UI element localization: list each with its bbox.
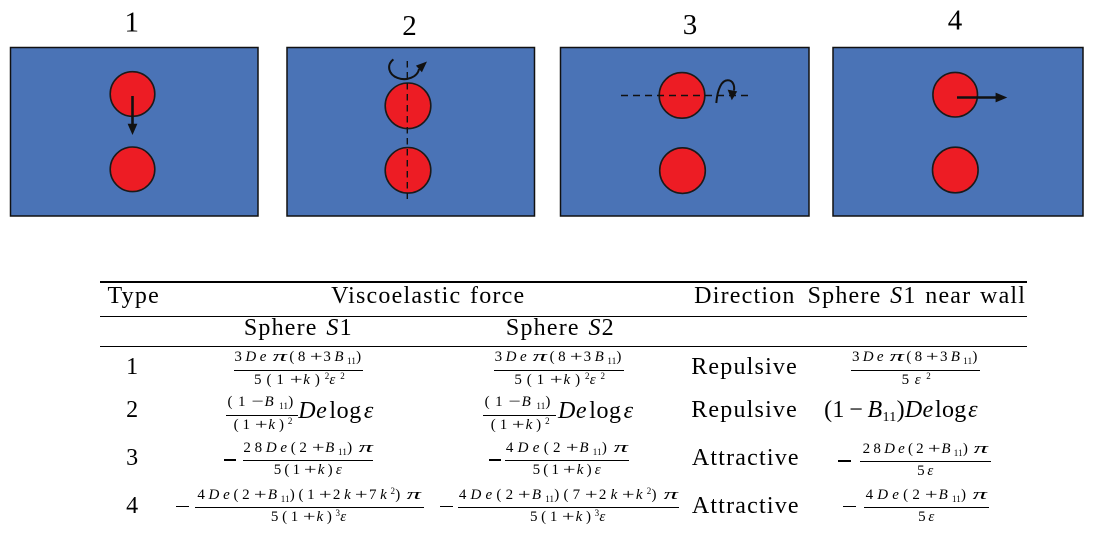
svg-text:2: 2 [402,10,417,42]
svg-text:3: 3 [683,9,698,41]
svg-text:1: 1 [124,6,139,38]
svg-text:4: 4 [948,5,963,37]
